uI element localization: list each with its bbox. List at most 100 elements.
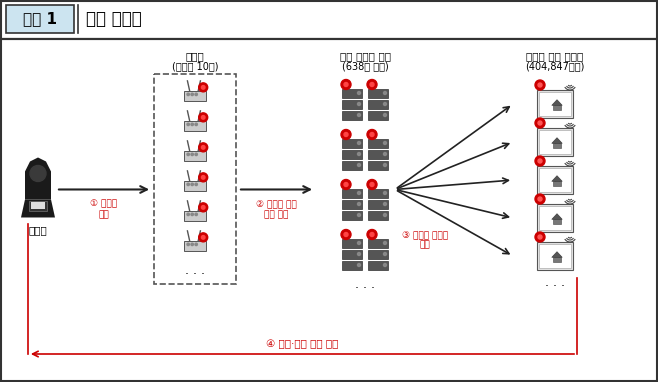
Polygon shape — [553, 102, 561, 110]
Circle shape — [370, 133, 374, 136]
Bar — [539, 130, 571, 154]
Bar — [342, 139, 362, 147]
Text: ① 공유기
해킹: ① 공유기 해킹 — [90, 199, 118, 219]
Bar — [342, 210, 362, 220]
Circle shape — [344, 183, 348, 186]
Circle shape — [195, 93, 197, 96]
Circle shape — [384, 163, 386, 167]
Circle shape — [535, 156, 545, 166]
Circle shape — [195, 183, 197, 186]
Circle shape — [357, 214, 361, 217]
Circle shape — [384, 141, 386, 144]
Bar — [184, 210, 206, 222]
Polygon shape — [553, 254, 561, 262]
Circle shape — [201, 146, 205, 149]
Circle shape — [199, 83, 208, 92]
Bar — [537, 128, 573, 156]
Circle shape — [370, 83, 374, 86]
Bar — [537, 242, 573, 270]
Text: ② 아파트 단지
서버 침입: ② 아파트 단지 서버 침입 — [256, 199, 297, 219]
Text: · · ·: · · · — [355, 283, 375, 296]
Bar — [368, 210, 388, 220]
Circle shape — [195, 213, 197, 215]
Text: 피해 아파트 서버: 피해 아파트 서버 — [340, 51, 390, 61]
Text: ③ 월패드 내부망
침입: ③ 월패드 내부망 침입 — [402, 230, 448, 249]
Bar — [342, 160, 362, 170]
Bar — [539, 206, 571, 230]
Circle shape — [191, 123, 193, 126]
Text: (404,847가구): (404,847가구) — [525, 61, 585, 71]
Bar — [342, 89, 362, 97]
Circle shape — [384, 191, 386, 194]
Bar — [537, 204, 573, 232]
Circle shape — [341, 180, 351, 189]
Circle shape — [30, 165, 46, 181]
Circle shape — [357, 152, 361, 155]
Circle shape — [195, 123, 197, 126]
Bar — [368, 89, 388, 97]
Circle shape — [191, 153, 193, 155]
Text: 붙임 1: 붙임 1 — [23, 11, 57, 26]
Bar — [184, 121, 206, 131]
Circle shape — [538, 159, 542, 163]
Circle shape — [384, 264, 386, 267]
Circle shape — [367, 129, 377, 139]
Circle shape — [357, 113, 361, 117]
Circle shape — [191, 183, 193, 186]
Circle shape — [341, 230, 351, 240]
Circle shape — [535, 80, 545, 90]
Circle shape — [538, 83, 542, 87]
Text: 주거지 내부 월패드: 주거지 내부 월패드 — [526, 51, 584, 61]
Bar — [1, 39, 657, 381]
Circle shape — [187, 243, 190, 246]
Text: ④ 영상·사진 자료 유출: ④ 영상·사진 자료 유출 — [266, 339, 339, 349]
Circle shape — [367, 79, 377, 89]
Circle shape — [384, 253, 386, 256]
Circle shape — [384, 241, 386, 244]
Bar — [342, 110, 362, 120]
Circle shape — [357, 241, 361, 244]
Circle shape — [191, 93, 193, 96]
Circle shape — [384, 113, 386, 117]
Circle shape — [384, 152, 386, 155]
Bar — [342, 238, 362, 248]
Bar — [342, 199, 362, 209]
Circle shape — [538, 121, 542, 125]
Bar — [184, 241, 206, 251]
Bar — [29, 201, 47, 212]
Bar — [368, 149, 388, 159]
Bar — [1, 1, 657, 39]
Circle shape — [199, 203, 208, 212]
Text: (638개 단지): (638개 단지) — [342, 61, 388, 71]
Bar — [31, 202, 45, 209]
Text: 사건 개요도: 사건 개요도 — [86, 10, 141, 28]
Bar — [368, 99, 388, 108]
Circle shape — [384, 202, 386, 206]
Bar — [154, 74, 236, 284]
Bar — [537, 90, 573, 118]
Circle shape — [341, 79, 351, 89]
Bar — [342, 261, 362, 269]
Bar — [184, 151, 206, 162]
Circle shape — [384, 92, 386, 94]
Bar — [342, 99, 362, 108]
Circle shape — [357, 191, 361, 194]
Polygon shape — [552, 214, 562, 219]
Bar — [539, 244, 571, 268]
Circle shape — [191, 213, 193, 215]
Polygon shape — [553, 141, 561, 147]
Polygon shape — [552, 252, 562, 257]
Polygon shape — [553, 217, 561, 223]
Circle shape — [535, 118, 545, 128]
Circle shape — [187, 153, 190, 155]
Circle shape — [201, 86, 205, 89]
Bar — [342, 249, 362, 259]
Circle shape — [357, 202, 361, 206]
Bar — [368, 110, 388, 120]
Circle shape — [367, 180, 377, 189]
Circle shape — [344, 133, 348, 136]
Circle shape — [201, 206, 205, 209]
Bar — [368, 188, 388, 197]
Circle shape — [187, 123, 190, 126]
Circle shape — [191, 243, 193, 246]
